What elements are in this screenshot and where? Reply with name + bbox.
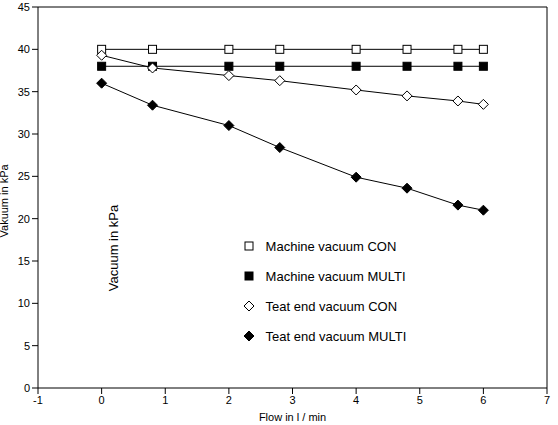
svg-text:35: 35 [18, 86, 30, 98]
html-text:Teat end vacuum CON: Teat end vacuum CON [265, 298, 398, 314]
svg-text:25: 25 [18, 170, 30, 182]
svg-text:10: 10 [18, 297, 30, 309]
html-text:Teat end vacuum MULTI: Teat end vacuum MULTI [265, 328, 407, 344]
html-text:Machine vacuum CON: Machine vacuum CON [265, 238, 397, 254]
svg-text:15: 15 [18, 255, 30, 267]
svg-text:45: 45 [18, 1, 30, 13]
svg-text:30: 30 [18, 128, 30, 140]
svg-text:40: 40 [18, 43, 30, 55]
svg-text:0: 0 [99, 394, 105, 406]
svg-text:7: 7 [544, 394, 550, 406]
svg-text:-1: -1 [33, 394, 43, 406]
svg-text:4: 4 [353, 394, 359, 406]
svg-text:1: 1 [162, 394, 168, 406]
html-text:Vacuum in kPa: Vacuum in kPa [106, 205, 122, 292]
svg-text:5: 5 [417, 394, 423, 406]
svg-text:3: 3 [289, 394, 295, 406]
svg-text:2: 2 [226, 394, 232, 406]
svg-text:Flow in l / min: Flow in l / min [259, 411, 326, 423]
svg-text:6: 6 [480, 394, 486, 406]
svg-text:5: 5 [24, 340, 30, 352]
html-text:Machine vacuum MULTI: Machine vacuum MULTI [265, 268, 406, 284]
svg-text:20: 20 [18, 213, 30, 225]
svg-text:Vakuum in kPa: Vakuum in kPa [8, 163, 10, 237]
svg-text:0: 0 [24, 382, 30, 394]
